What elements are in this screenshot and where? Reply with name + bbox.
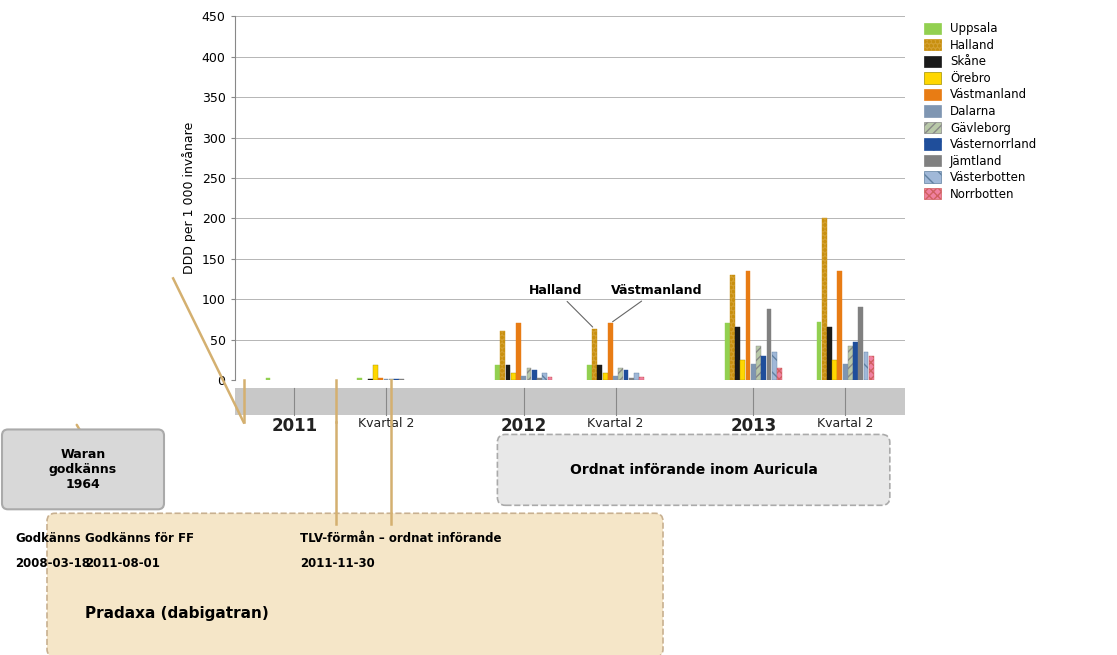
Bar <box>547 377 552 380</box>
Bar <box>532 370 536 380</box>
Bar <box>394 379 399 380</box>
Bar <box>725 324 729 380</box>
Text: Halland: Halland <box>529 284 593 327</box>
Bar <box>373 365 378 380</box>
FancyBboxPatch shape <box>497 434 890 505</box>
Text: Kvartal 2: Kvartal 2 <box>588 417 643 430</box>
Bar <box>772 352 776 380</box>
Bar <box>746 271 751 380</box>
Bar <box>751 364 756 380</box>
Bar <box>832 360 837 380</box>
Text: Pradaxa (dabigatran): Pradaxa (dabigatran) <box>85 606 269 620</box>
Text: Kvartal 2: Kvartal 2 <box>817 417 873 430</box>
Bar <box>842 364 848 380</box>
Y-axis label: DDD per 1 000 invånare: DDD per 1 000 invånare <box>182 122 197 274</box>
Bar <box>729 275 735 380</box>
Text: Kvartal 2: Kvartal 2 <box>357 417 414 430</box>
Bar <box>777 368 782 380</box>
Bar <box>613 376 618 380</box>
FancyBboxPatch shape <box>47 514 663 655</box>
Text: 2012: 2012 <box>500 417 547 436</box>
Bar <box>500 331 505 380</box>
Bar <box>619 368 623 380</box>
Bar <box>266 379 270 380</box>
Text: Waran
godkänns
1964: Waran godkänns 1964 <box>49 448 117 491</box>
Bar <box>379 379 383 380</box>
Bar <box>608 324 613 380</box>
Bar <box>367 379 373 380</box>
FancyBboxPatch shape <box>2 430 164 510</box>
Bar <box>634 373 639 380</box>
Bar <box>735 328 739 380</box>
Bar <box>623 370 629 380</box>
Bar <box>817 322 821 380</box>
Bar <box>639 377 645 380</box>
Bar <box>629 379 633 380</box>
Text: Godkänns för FF: Godkänns för FF <box>85 532 194 545</box>
Bar <box>598 365 602 380</box>
Bar <box>526 368 532 380</box>
Bar <box>822 218 827 380</box>
Bar <box>756 346 761 380</box>
Bar <box>357 379 362 380</box>
Bar <box>588 365 592 380</box>
Bar <box>510 373 516 380</box>
Bar <box>542 373 547 380</box>
Bar <box>853 342 858 380</box>
Text: 2011-11-30: 2011-11-30 <box>300 557 374 570</box>
Bar <box>383 379 389 380</box>
Text: 2013: 2013 <box>731 417 776 436</box>
Bar <box>838 271 842 380</box>
Text: 2011-08-01: 2011-08-01 <box>85 557 160 570</box>
Bar <box>522 376 526 380</box>
FancyBboxPatch shape <box>235 388 905 415</box>
Bar <box>863 352 868 380</box>
Bar <box>766 309 772 380</box>
Bar <box>762 356 766 380</box>
Text: TLV-förmån – ordnat införande: TLV-förmån – ordnat införande <box>300 532 502 545</box>
Bar <box>495 365 500 380</box>
Bar <box>741 360 745 380</box>
Text: 2011: 2011 <box>271 417 317 436</box>
Bar <box>506 365 510 380</box>
Bar <box>537 379 542 380</box>
Bar <box>400 379 404 380</box>
Bar <box>869 356 873 380</box>
Bar <box>592 329 598 380</box>
Bar <box>603 373 608 380</box>
Bar <box>827 328 832 380</box>
Bar <box>858 307 863 380</box>
Bar <box>848 346 852 380</box>
Text: 2008-03-18: 2008-03-18 <box>15 557 90 570</box>
Bar <box>389 379 393 380</box>
Bar <box>516 324 521 380</box>
Text: Ordnat införande inom Auricula: Ordnat införande inom Auricula <box>570 463 818 477</box>
Legend: Uppsala, Halland, Skåne, Örebro, Västmanland, Dalarna, Gävleborg, Västernorrland: Uppsala, Halland, Skåne, Örebro, Västman… <box>924 22 1038 200</box>
Text: Västmanland: Västmanland <box>611 284 703 322</box>
Text: Godkänns: Godkänns <box>15 532 80 545</box>
